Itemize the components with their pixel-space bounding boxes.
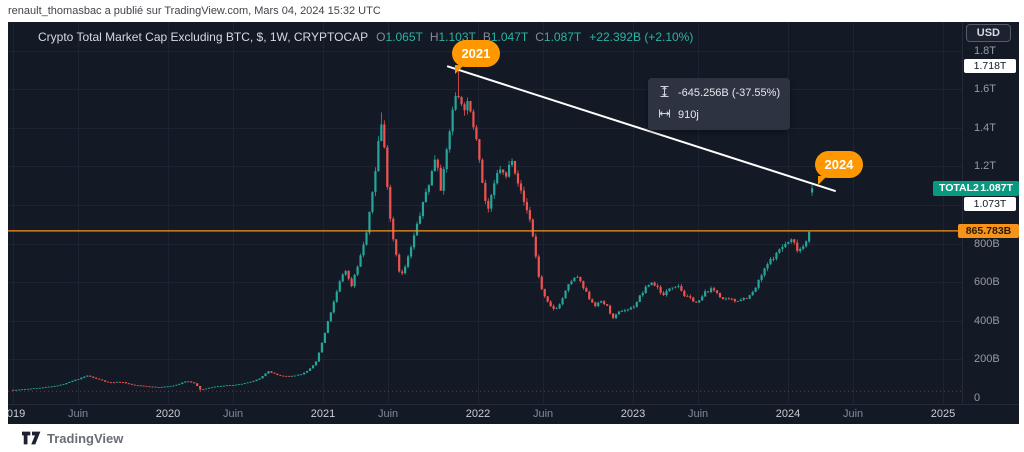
measure-price-change: -645.256B (-37.55%) bbox=[678, 87, 781, 99]
footer: TradingView bbox=[0, 424, 1024, 452]
symbol-legend: Crypto Total Market Cap Excluding BTC, $… bbox=[38, 30, 693, 44]
time-tick-label: Juin bbox=[223, 408, 244, 420]
time-tick-label: Juin bbox=[68, 408, 89, 420]
price-tick-label: 200B bbox=[974, 353, 1000, 366]
currency-button[interactable]: USD bbox=[965, 24, 1011, 42]
time-tick-label: Juin bbox=[843, 408, 864, 420]
time-tick-label: Juin bbox=[533, 408, 554, 420]
ohlc-pair: C1.087T bbox=[535, 30, 582, 44]
trendline-start-price-badge: 1.718T bbox=[964, 59, 1016, 74]
vertical-measure-icon bbox=[658, 85, 671, 101]
time-tick-label: 2022 bbox=[465, 408, 491, 420]
price-tick-label: 1.4T bbox=[974, 121, 997, 134]
ohlc-pair: B1.047T bbox=[482, 30, 529, 44]
price-tick-label: 400B bbox=[974, 314, 1000, 327]
change-value: +22.392B (+2.10%) bbox=[589, 30, 694, 44]
ohlc-pair: O1.065T bbox=[376, 30, 423, 44]
tradingview-logo-icon bbox=[22, 431, 41, 445]
attribution-bar: renault_thomasbac a publié sur TradingVi… bbox=[0, 0, 1024, 22]
time-tick-label: 2021 bbox=[310, 408, 336, 420]
attribution-text: renault_thomasbac a publié sur TradingVi… bbox=[8, 5, 381, 17]
symbol-badge-price: 1.087T bbox=[980, 182, 1013, 195]
measure-duration: 910j bbox=[678, 109, 699, 121]
price-tick-label: 600B bbox=[974, 276, 1000, 289]
symbol-title[interactable]: Crypto Total Market Cap Excluding BTC, $… bbox=[38, 30, 369, 44]
hline-price-badge: 865.783B bbox=[958, 223, 1019, 238]
chart-widget: Crypto Total Market Cap Excluding BTC, $… bbox=[8, 22, 1019, 424]
symbol-badge-label: TOTAL2 bbox=[939, 182, 979, 195]
callout-2021[interactable]: 2021 bbox=[451, 40, 500, 75]
time-tick-label: 2025 bbox=[930, 408, 956, 420]
price-tick-label: 1.6T bbox=[974, 83, 997, 96]
price-tick-label: 1.8T bbox=[974, 44, 997, 57]
time-tick-label: 2023 bbox=[620, 408, 646, 420]
symbol-price-badge: TOTAL2 1.087T bbox=[933, 180, 1019, 196]
callout-2024[interactable]: 2024 bbox=[814, 150, 863, 185]
trendline-drawing[interactable] bbox=[446, 65, 836, 192]
trendline-end-price-badge: 1.073T bbox=[964, 197, 1016, 212]
time-tick-label: 2019 bbox=[8, 408, 26, 420]
price-tick-label: 1.2T bbox=[974, 160, 997, 173]
time-tick-label: Juin bbox=[688, 408, 709, 420]
measure-tooltip: -645.256B (-37.55%) 910j bbox=[648, 78, 791, 130]
footer-brand: TradingView bbox=[47, 430, 124, 446]
time-tick-label: 2020 bbox=[155, 408, 181, 420]
chart-canvas[interactable] bbox=[8, 22, 1019, 424]
time-tick-label: Juin bbox=[378, 408, 399, 420]
horizontal-measure-icon bbox=[658, 107, 671, 123]
price-tick-label: 0 bbox=[974, 392, 981, 404]
ohlc-values: O1.065T H1.103T B1.047T C1.087T bbox=[376, 30, 581, 44]
time-tick-label: 2024 bbox=[775, 408, 801, 420]
price-tick-label: 800B bbox=[974, 237, 1000, 250]
